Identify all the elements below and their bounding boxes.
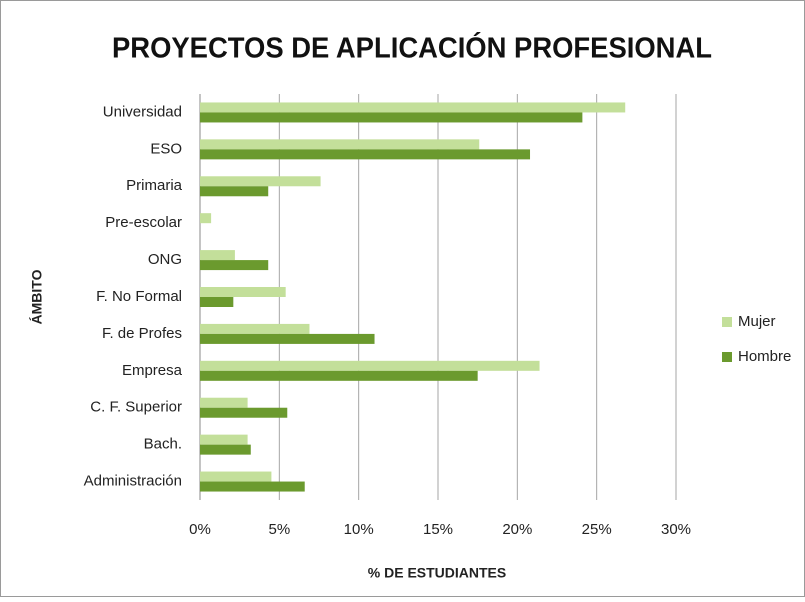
y-tick-label: C. F. Superior [90, 399, 182, 416]
y-tick-label: Primaria [126, 177, 182, 194]
bar [200, 397, 248, 408]
bar [200, 471, 272, 482]
y-tick-label: Empresa [122, 362, 183, 379]
y-tick-label: Administración [84, 473, 182, 490]
bar [200, 260, 269, 271]
bar [200, 112, 583, 123]
bar [200, 370, 478, 381]
y-axis-label: ÁMBITO [29, 269, 45, 324]
bar [200, 434, 248, 445]
bar [200, 297, 234, 307]
chart-title: PROYECTOS DE APLICACIÓN PROFESIONAL [112, 31, 712, 65]
y-tick-label: F. No Formal [96, 288, 182, 305]
x-tick-label: 20% [502, 521, 532, 538]
y-tick-label: Bach. [144, 436, 182, 453]
y-tick-label: ESO [150, 140, 182, 157]
bar [200, 176, 321, 187]
bar [200, 102, 626, 113]
legend-label: Mujer [738, 313, 776, 330]
bar [200, 481, 305, 492]
bar [200, 213, 212, 224]
legend-label: Hombre [738, 348, 791, 365]
y-tick-label: ONG [148, 251, 182, 268]
legend-swatch [722, 352, 732, 362]
x-axis-label: % DE ESTUDIANTES [368, 565, 506, 581]
x-tick-label: 30% [661, 521, 691, 538]
x-tick-label: 0% [189, 521, 211, 538]
x-tick-label: 5% [268, 521, 290, 538]
bar [200, 186, 269, 197]
x-tick-label: 25% [582, 521, 612, 538]
bar [200, 287, 286, 297]
y-tick-label: Universidad [103, 103, 182, 120]
bar [200, 407, 288, 418]
bar [200, 323, 310, 334]
x-tick-label: 10% [344, 521, 374, 538]
bar [200, 360, 540, 371]
bar [200, 149, 531, 160]
bar [200, 333, 375, 344]
y-tick-label: F. de Profes [102, 325, 182, 342]
x-tick-label: 15% [423, 521, 453, 538]
legend-swatch [722, 317, 732, 327]
bar [200, 139, 480, 150]
bar [200, 444, 251, 455]
y-tick-label: Pre-escolar [105, 214, 182, 231]
bar [200, 250, 235, 261]
